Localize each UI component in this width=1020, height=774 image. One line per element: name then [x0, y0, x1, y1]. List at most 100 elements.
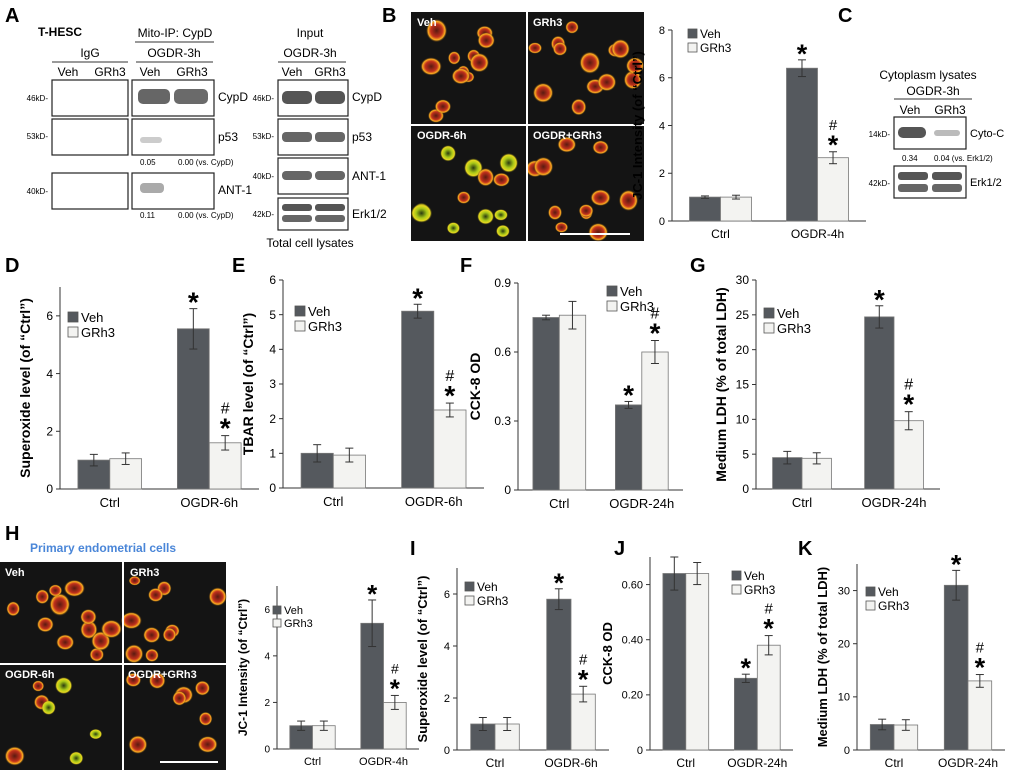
x-tick-label: Ctrl: [676, 756, 695, 770]
bar-veh-ogdr-6h: [176, 328, 210, 490]
hash-annotation: #: [904, 377, 913, 394]
ant1-value-grh3: 0.00 (vs. CypD): [178, 211, 234, 220]
panel-letter-i: I: [410, 538, 416, 560]
cell: [451, 67, 471, 85]
legend-label-grh3: GRh3: [284, 618, 313, 630]
legend-label-grh3: GRh3: [477, 594, 509, 608]
mw-46: 46kD-: [27, 94, 49, 103]
cell: [570, 98, 587, 116]
hash-annotation: #: [765, 601, 774, 618]
c-blot-erk: [893, 165, 967, 199]
y-tick-label: 0: [504, 483, 511, 497]
cell: [557, 136, 577, 153]
panel-c: C Cytoplasm lysates OGDR-3h Veh GRh3 14k…: [838, 5, 1004, 199]
y-axis-label: CCK-8 OD: [467, 353, 483, 421]
legend-swatch-veh: [731, 570, 742, 581]
bar-grh3-ctrl: [720, 196, 752, 222]
y-tick-label: 2: [264, 698, 270, 709]
legend-label-veh: Veh: [744, 569, 765, 583]
cell: [128, 575, 141, 586]
y-tick-label: 4: [444, 641, 450, 653]
bar-veh-ctrl: [689, 196, 721, 222]
band: [138, 89, 170, 104]
primary-cells-title: Primary endometrial cells: [30, 541, 176, 555]
significance-star: *: [367, 579, 378, 609]
c-protein-cytoc: Cyto-C: [970, 128, 1004, 140]
ip-protein-cypd: CypD: [218, 90, 248, 104]
input-lane-grh3: GRh3: [314, 65, 346, 79]
y-tick-label: 0: [269, 481, 276, 495]
y-tick-label: 0.20: [622, 690, 643, 702]
cell: [565, 20, 579, 34]
y-tick-label: 6: [46, 309, 53, 323]
cell: [469, 52, 490, 73]
input-condition: OGDR-3h: [283, 46, 336, 60]
legend-label-grh3: GRh3: [308, 319, 342, 334]
image-label-veh: Veh: [417, 17, 437, 29]
x-tick-label: Ctrl: [792, 495, 812, 510]
legend-label-veh: Veh: [878, 585, 899, 599]
bar-grh3-ctrl: [685, 573, 710, 751]
panel-letter-j: J: [614, 538, 625, 560]
total-lysates-label: Total cell lysates: [266, 236, 353, 250]
cell: [495, 224, 510, 238]
bar-grh3-ctrl: [558, 314, 587, 491]
significance-star: *: [951, 549, 962, 579]
legend-label-veh: Veh: [308, 304, 330, 319]
legend-label-grh3: GRh3: [777, 321, 811, 336]
image-label-ogdr: OGDR-6h: [417, 130, 467, 142]
input-mw-40: 40kD-: [253, 172, 275, 181]
cell: [68, 751, 84, 766]
igg-blot-p53: [51, 118, 129, 156]
input-lane-veh: Veh: [282, 65, 303, 79]
input-blot-erk: [277, 197, 349, 231]
panel-letter-c: C: [838, 5, 852, 27]
legend-label-veh: Veh: [700, 27, 721, 41]
cell: [148, 672, 166, 689]
y-tick-label: 4: [659, 120, 665, 132]
legend-swatch-grh3: [272, 618, 282, 628]
band: [898, 184, 928, 192]
ip-condition: OGDR-3h: [147, 46, 200, 60]
y-tick-label: 2: [444, 693, 450, 705]
c-lane-veh: Veh: [900, 103, 921, 117]
cell: [89, 647, 105, 662]
y-tick-label: 6: [264, 605, 270, 616]
band: [315, 91, 345, 104]
significance-star: *: [763, 614, 774, 644]
band: [932, 172, 962, 180]
c-value-veh: 0.34: [902, 154, 918, 163]
bar-grh3-ogdr-24h: [756, 644, 781, 751]
hash-annotation: #: [579, 651, 588, 668]
chart-i: I 0 2 4 6 Superoxide level (of “Ctrl”) Ctrl OGD…: [410, 538, 609, 770]
h-image-label-ogdr: OGDR-6h: [5, 669, 55, 681]
y-tick-label: 0.3: [494, 414, 511, 428]
y-tick-label: 2: [46, 424, 53, 438]
cell: [80, 620, 98, 640]
hash-annotation: #: [650, 306, 659, 323]
legend-label-grh3: GRh3: [744, 583, 776, 597]
cell: [477, 208, 495, 225]
y-axis-label: Superoxide level (of “Ctrl”): [17, 298, 33, 478]
y-tick-label: 25: [736, 308, 750, 322]
legend-swatch-veh: [606, 285, 618, 297]
cell: [194, 680, 211, 696]
y-tick-label: 10: [736, 413, 750, 427]
x-tick-label: Ctrl: [304, 756, 321, 768]
band: [140, 137, 162, 143]
x-tick-label: OGDR-24h: [609, 496, 674, 511]
cell: [35, 589, 50, 605]
y-tick-label: 0: [742, 482, 749, 496]
input-protein-p53: p53: [352, 130, 372, 144]
cell: [492, 172, 511, 187]
p53-value-grh3: 0.00 (vs. CypD): [178, 158, 234, 167]
bar-grh3-ogdr-6h: [570, 693, 596, 751]
band: [934, 130, 960, 136]
cell: [590, 189, 611, 207]
y-tick-label: 0: [444, 745, 450, 757]
cell: [578, 204, 594, 218]
significance-star: *: [903, 389, 914, 420]
y-axis-label: Medium LDH (% of total LDH): [815, 567, 830, 748]
